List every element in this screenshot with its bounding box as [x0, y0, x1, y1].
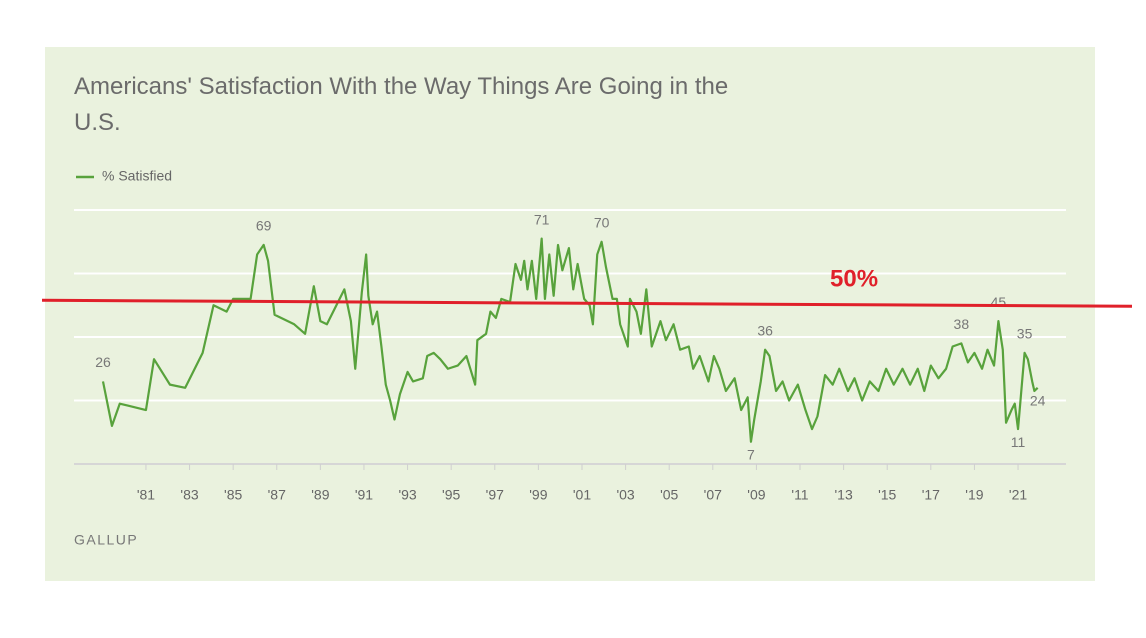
- x-tick-label: '15: [878, 487, 896, 503]
- x-tick-label: '21: [1009, 487, 1027, 503]
- x-tick-label: '11: [791, 487, 808, 503]
- data-label: 7: [747, 446, 755, 462]
- data-label: 36: [757, 322, 773, 338]
- x-tick-label: '17: [922, 487, 940, 503]
- reference-line: [41, 298, 1133, 308]
- title-line: Americans' Satisfaction With the Way Thi…: [74, 73, 728, 100]
- plot: [101, 237, 1039, 443]
- grid: '81 '83 '85 '87 '89 '91 '93 '95 '97 '99 '01 '03 '05 '…: [74, 209, 1066, 503]
- x-tick-label: '99: [529, 487, 547, 503]
- x-tick-label: '19: [965, 487, 983, 503]
- data-label: 35: [1017, 326, 1033, 342]
- title-line: U.S.: [74, 109, 121, 136]
- x-tick-label: '81: [137, 487, 155, 503]
- reference-label: 50%: [830, 266, 878, 293]
- source: GALLUP: [74, 532, 138, 548]
- x-tick-label: '83: [180, 487, 198, 503]
- x-tick-label: '01: [573, 487, 591, 503]
- x-tick-label: '05: [660, 487, 678, 503]
- data-label: 69: [256, 218, 272, 234]
- x-tick-label: '03: [616, 487, 634, 503]
- x-tick-label: '13: [834, 487, 852, 503]
- legend-label: % Satisfied: [102, 168, 172, 184]
- data-label: 70: [594, 214, 610, 230]
- data-label: 11: [1011, 434, 1026, 450]
- x-tick-label: '07: [704, 487, 722, 503]
- data-label: 38: [954, 316, 970, 332]
- x-tick-label: '09: [747, 487, 765, 503]
- data-label: 45: [991, 294, 1007, 310]
- x-tick-label: '97: [486, 487, 504, 503]
- x-tick-label: '85: [224, 487, 242, 503]
- data-label: 71: [534, 211, 550, 227]
- x-tick-label: '95: [442, 487, 460, 503]
- chart-title: Americans' Satisfaction With the Way Thi…: [74, 73, 728, 136]
- x-tick-label: '91: [355, 487, 373, 503]
- x-tick-label: '87: [268, 487, 286, 503]
- annotations: 26 69 71 70 7 36 38 45 11 35 24 50%: [41, 211, 1133, 462]
- x-tick-label: '89: [311, 487, 329, 503]
- series-line: [101, 237, 1039, 443]
- data-label: 26: [95, 354, 111, 370]
- panel: [45, 47, 1095, 581]
- data-label: 24: [1030, 393, 1046, 409]
- x-tick-label: '93: [398, 487, 416, 503]
